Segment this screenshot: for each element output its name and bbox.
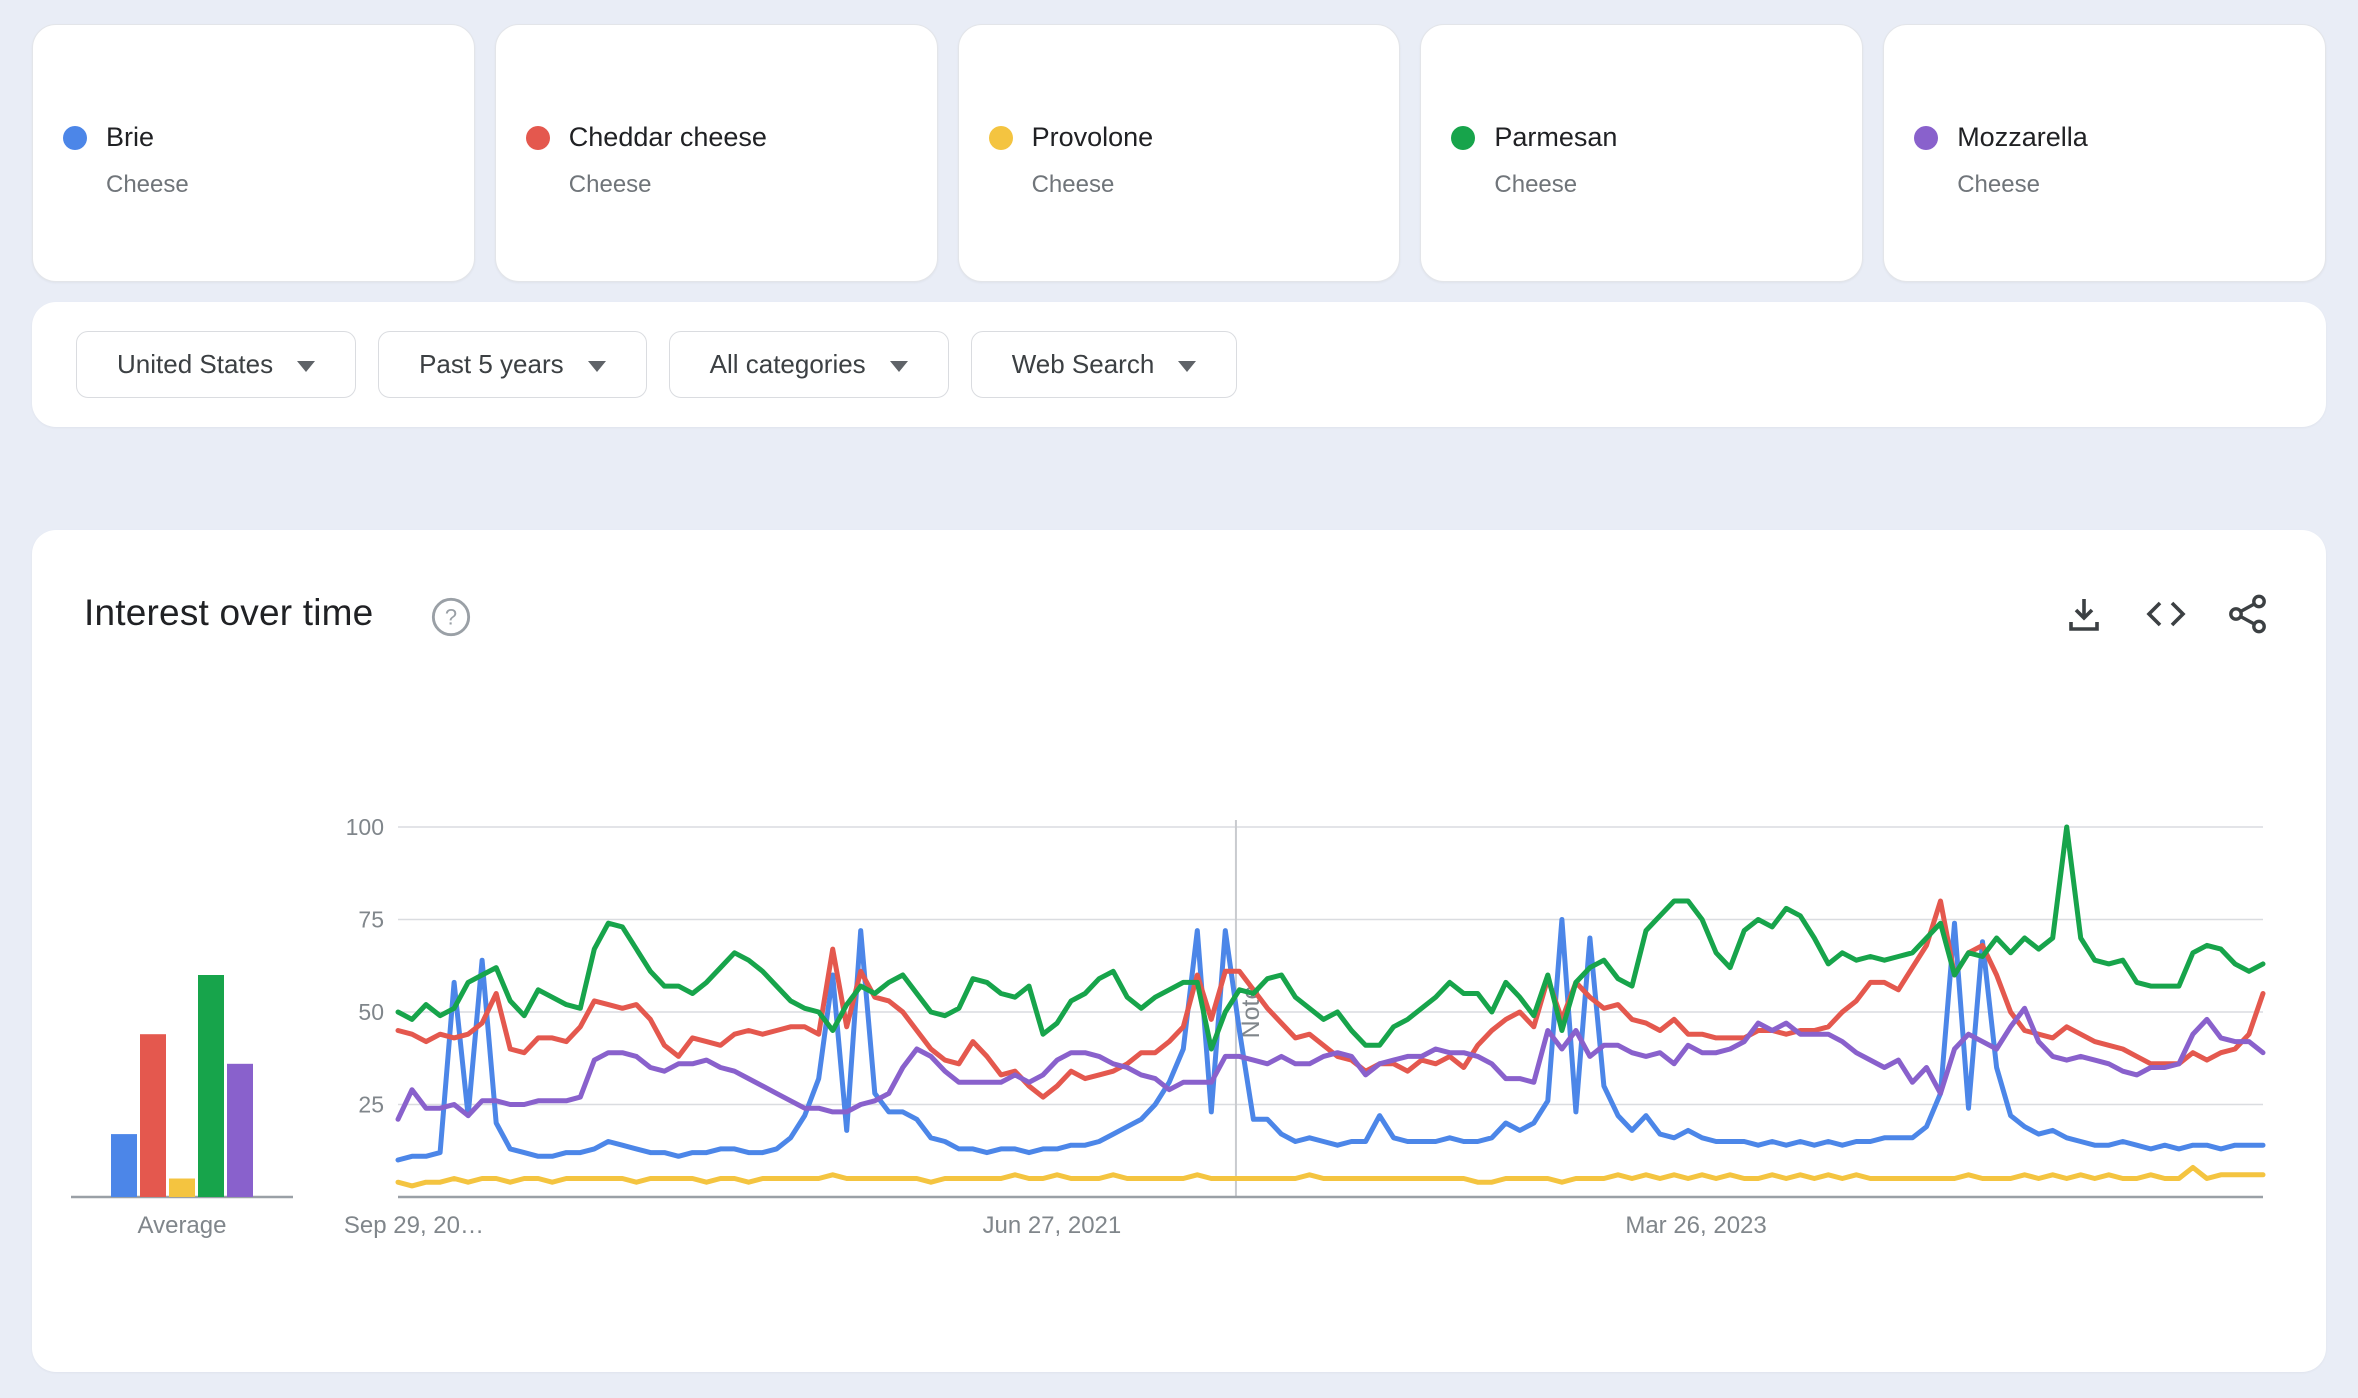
term-color-dot (1451, 126, 1476, 150)
term-topic: Cheese (1031, 171, 1115, 198)
svg-text:Jun 27, 2021: Jun 27, 2021 (982, 1212, 1121, 1239)
term-name: Cheddar cheese (568, 122, 767, 152)
term-card-cheddar[interactable]: Cheddar cheese Cheese (494, 24, 938, 282)
chevron-down-icon (889, 360, 908, 372)
filter-category-label: All categories (709, 349, 866, 379)
svg-text:50: 50 (358, 999, 384, 1025)
filter-timerange-dropdown[interactable]: Past 5 years (378, 331, 647, 398)
term-color-dot (525, 126, 550, 150)
svg-text:75: 75 (358, 907, 384, 933)
chevron-down-icon (1178, 360, 1197, 372)
filter-country-label: United States (117, 349, 274, 379)
term-color-dot (988, 126, 1013, 150)
chart-title: Interest over time (84, 592, 374, 633)
term-name: Mozzarella (1957, 122, 2088, 152)
term-color-dot (63, 126, 87, 150)
chevron-down-icon (297, 360, 316, 372)
svg-text:Mar 26, 2023: Mar 26, 2023 (1625, 1212, 1766, 1239)
filter-searchtype-label: Web Search (1011, 349, 1155, 379)
svg-text:25: 25 (358, 1092, 384, 1118)
term-topic: Cheese (106, 171, 189, 198)
filter-timerange-label: Past 5 years (419, 349, 564, 379)
term-name: Brie (106, 122, 155, 152)
svg-text:Average: Average (138, 1212, 227, 1239)
svg-text:100: 100 (346, 814, 384, 840)
term-name: Parmesan (1494, 122, 1618, 152)
filter-country-dropdown[interactable]: United States (76, 331, 357, 398)
term-card-parmesan[interactable]: Parmesan Cheese (1420, 24, 1864, 282)
interest-over-time-card: 100 75 50 25 Note Average Sep 29, 20… Jun 27, 2… (32, 530, 2326, 1372)
term-card-provolone[interactable]: Provolone Cheese (957, 24, 1401, 282)
filter-bar: United States Past 5 years All categorie… (32, 302, 2326, 427)
term-topic: Cheese (1957, 171, 2040, 198)
term-color-dot (1914, 126, 1939, 150)
term-topic: Cheese (1494, 171, 1578, 198)
chevron-down-icon (587, 360, 606, 372)
term-card-mozzarella[interactable]: Mozzarella Cheese (1883, 24, 2326, 282)
download-icon[interactable] (2062, 592, 2106, 636)
term-name: Provolone (1031, 122, 1154, 152)
embed-code-icon[interactable] (2144, 592, 2188, 636)
help-icon[interactable]: ? (430, 596, 472, 638)
svg-text:Sep 29, 20…: Sep 29, 20… (344, 1212, 484, 1239)
filter-category-dropdown[interactable]: All categories (668, 331, 949, 398)
share-icon[interactable] (2226, 592, 2270, 636)
search-terms-row: Brie Cheese Cheddar cheese Cheese Provol… (32, 24, 2326, 282)
term-topic: Cheese (568, 171, 652, 198)
term-card-brie[interactable]: Brie Cheese (32, 24, 475, 282)
svg-text:?: ? (445, 605, 457, 630)
filter-searchtype-dropdown[interactable]: Web Search (970, 331, 1238, 398)
chart-actions (2062, 592, 2270, 636)
